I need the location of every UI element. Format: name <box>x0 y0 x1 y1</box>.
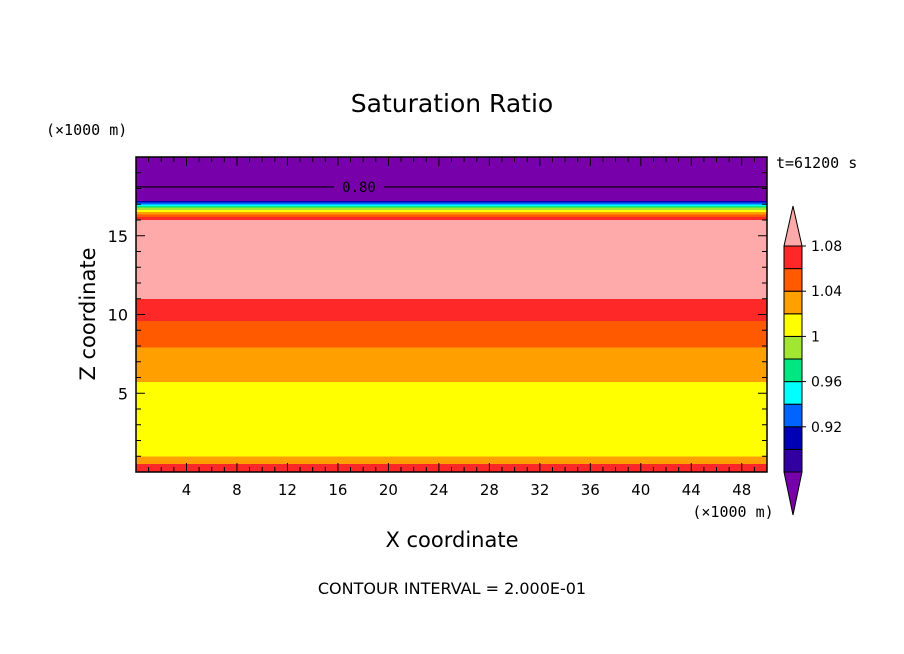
y-axis-label: Z coordinate <box>76 247 100 380</box>
x-tick-label: 48 <box>732 481 751 499</box>
x-tick-label: 36 <box>581 481 600 499</box>
x-axis-label: X coordinate <box>385 528 518 552</box>
colorbar-segment-1 <box>783 448 803 473</box>
contour-layer-10 <box>136 209 767 213</box>
colorbar-segment-10 <box>783 245 803 270</box>
contour-line-label: 0.80 <box>342 180 376 196</box>
time-label: t=61200 s <box>776 154 857 172</box>
x-tick-label: 12 <box>278 481 297 499</box>
x-tick-label: 24 <box>429 481 448 499</box>
colorbar-label: 1.04 <box>811 284 842 300</box>
contour-layer-3 <box>136 347 767 383</box>
colorbar-segment-7 <box>783 313 803 337</box>
contour-layer-7 <box>136 216 767 220</box>
y-tick-label: 15 <box>108 227 128 246</box>
colorbar-segment-6 <box>783 335 803 360</box>
colorbar-label: 0.92 <box>811 420 842 436</box>
x-tick-label: 28 <box>480 481 499 499</box>
contour-layer-15 <box>136 201 767 203</box>
contour-layer-14 <box>136 202 767 205</box>
contour-layer-13 <box>136 204 767 206</box>
x-tick-label: 40 <box>631 481 650 499</box>
colorbar-label: 0.96 <box>811 375 842 391</box>
x-tick-label: 32 <box>530 481 549 499</box>
x-tick-label: 4 <box>182 481 192 499</box>
colorbar-segment-4 <box>783 381 803 405</box>
contour-fill-layers <box>136 157 767 472</box>
colorbar-segment-8 <box>783 290 803 315</box>
contour-layer-8 <box>136 214 767 217</box>
colorbar-segment-5 <box>783 358 803 383</box>
x-tick-label: 16 <box>328 481 347 499</box>
y-axis-unit: (×1000 m) <box>46 121 127 139</box>
colorbar-segment-3 <box>783 403 803 428</box>
y-tick-label: 5 <box>118 384 128 403</box>
colorbar-lower-triangle <box>783 471 803 516</box>
contour-interval-footer: CONTOUR INTERVAL = 2.000E-01 <box>318 579 586 598</box>
colorbar-segment-9 <box>783 268 803 292</box>
contour-layer-9 <box>136 212 767 215</box>
contour-layer-5 <box>136 298 767 321</box>
x-tick-label: 44 <box>682 481 701 499</box>
x-tick-label: 20 <box>379 481 398 499</box>
contour-layer-11 <box>136 207 767 210</box>
colorbar: 0.92 0.96 1 1.04 1.08 <box>783 205 842 516</box>
contour-layer-12 <box>136 205 767 208</box>
contour-layer-6 <box>136 220 767 299</box>
colorbar-upper-triangle <box>783 205 803 247</box>
contour-layer-2 <box>136 382 767 457</box>
colorbar-label: 1.08 <box>811 239 842 255</box>
contour-line-group: 0.80 <box>136 180 767 196</box>
contour-layer-1 <box>136 456 767 465</box>
contour-layer-4 <box>136 320 767 348</box>
colorbar-label: 1 <box>811 329 820 345</box>
contour-layer-16 <box>136 157 767 202</box>
x-axis-unit: (×1000 m) <box>692 503 773 521</box>
chart-title: Saturation Ratio <box>351 89 553 118</box>
x-tick-label: 8 <box>232 481 242 499</box>
y-tick-label: 10 <box>108 306 128 325</box>
colorbar-segment-2 <box>783 426 803 450</box>
